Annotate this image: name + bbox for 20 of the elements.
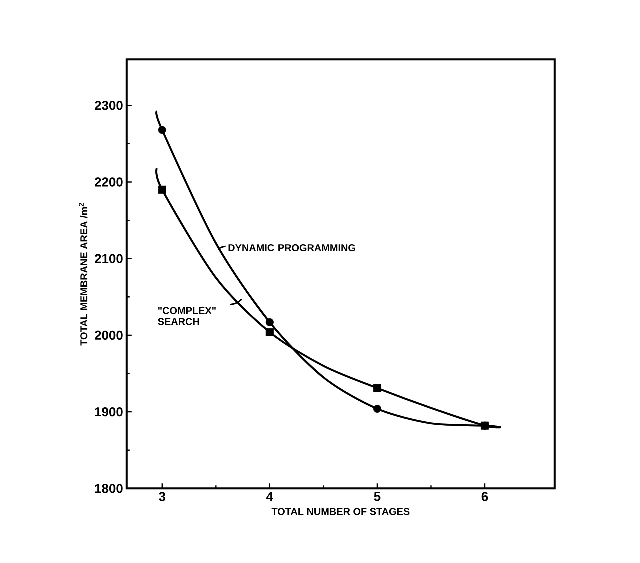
x-tick-label: 3 [159,492,166,502]
y-tick-label: 1900 [95,407,123,417]
y-axis-title: TOTAL MEMBRANE AREA /m$^{2}$ [79,203,88,346]
legend-label: DYNAMIC PROGRAMMING [228,244,356,252]
point [158,126,166,134]
x-tick-label: 4 [266,492,274,502]
y-tick-label: 1800 [95,484,123,494]
point [266,318,274,326]
x-axis-title: TOTAL NUMBER OF STAGES [272,508,410,516]
point [158,186,166,194]
x-tick-label: 5 [374,492,381,502]
x-tick-label: 6 [482,492,488,502]
point [266,328,274,336]
y-tick-label: 2000 [95,330,123,340]
series-label: "COMPLEX" SEARCH [158,307,216,326]
y-tick-label: 2300 [95,101,123,110]
y-tick-label: 2100 [95,254,123,264]
y-tick-label: 2200 [95,178,123,187]
point [373,384,382,392]
point [373,405,382,414]
